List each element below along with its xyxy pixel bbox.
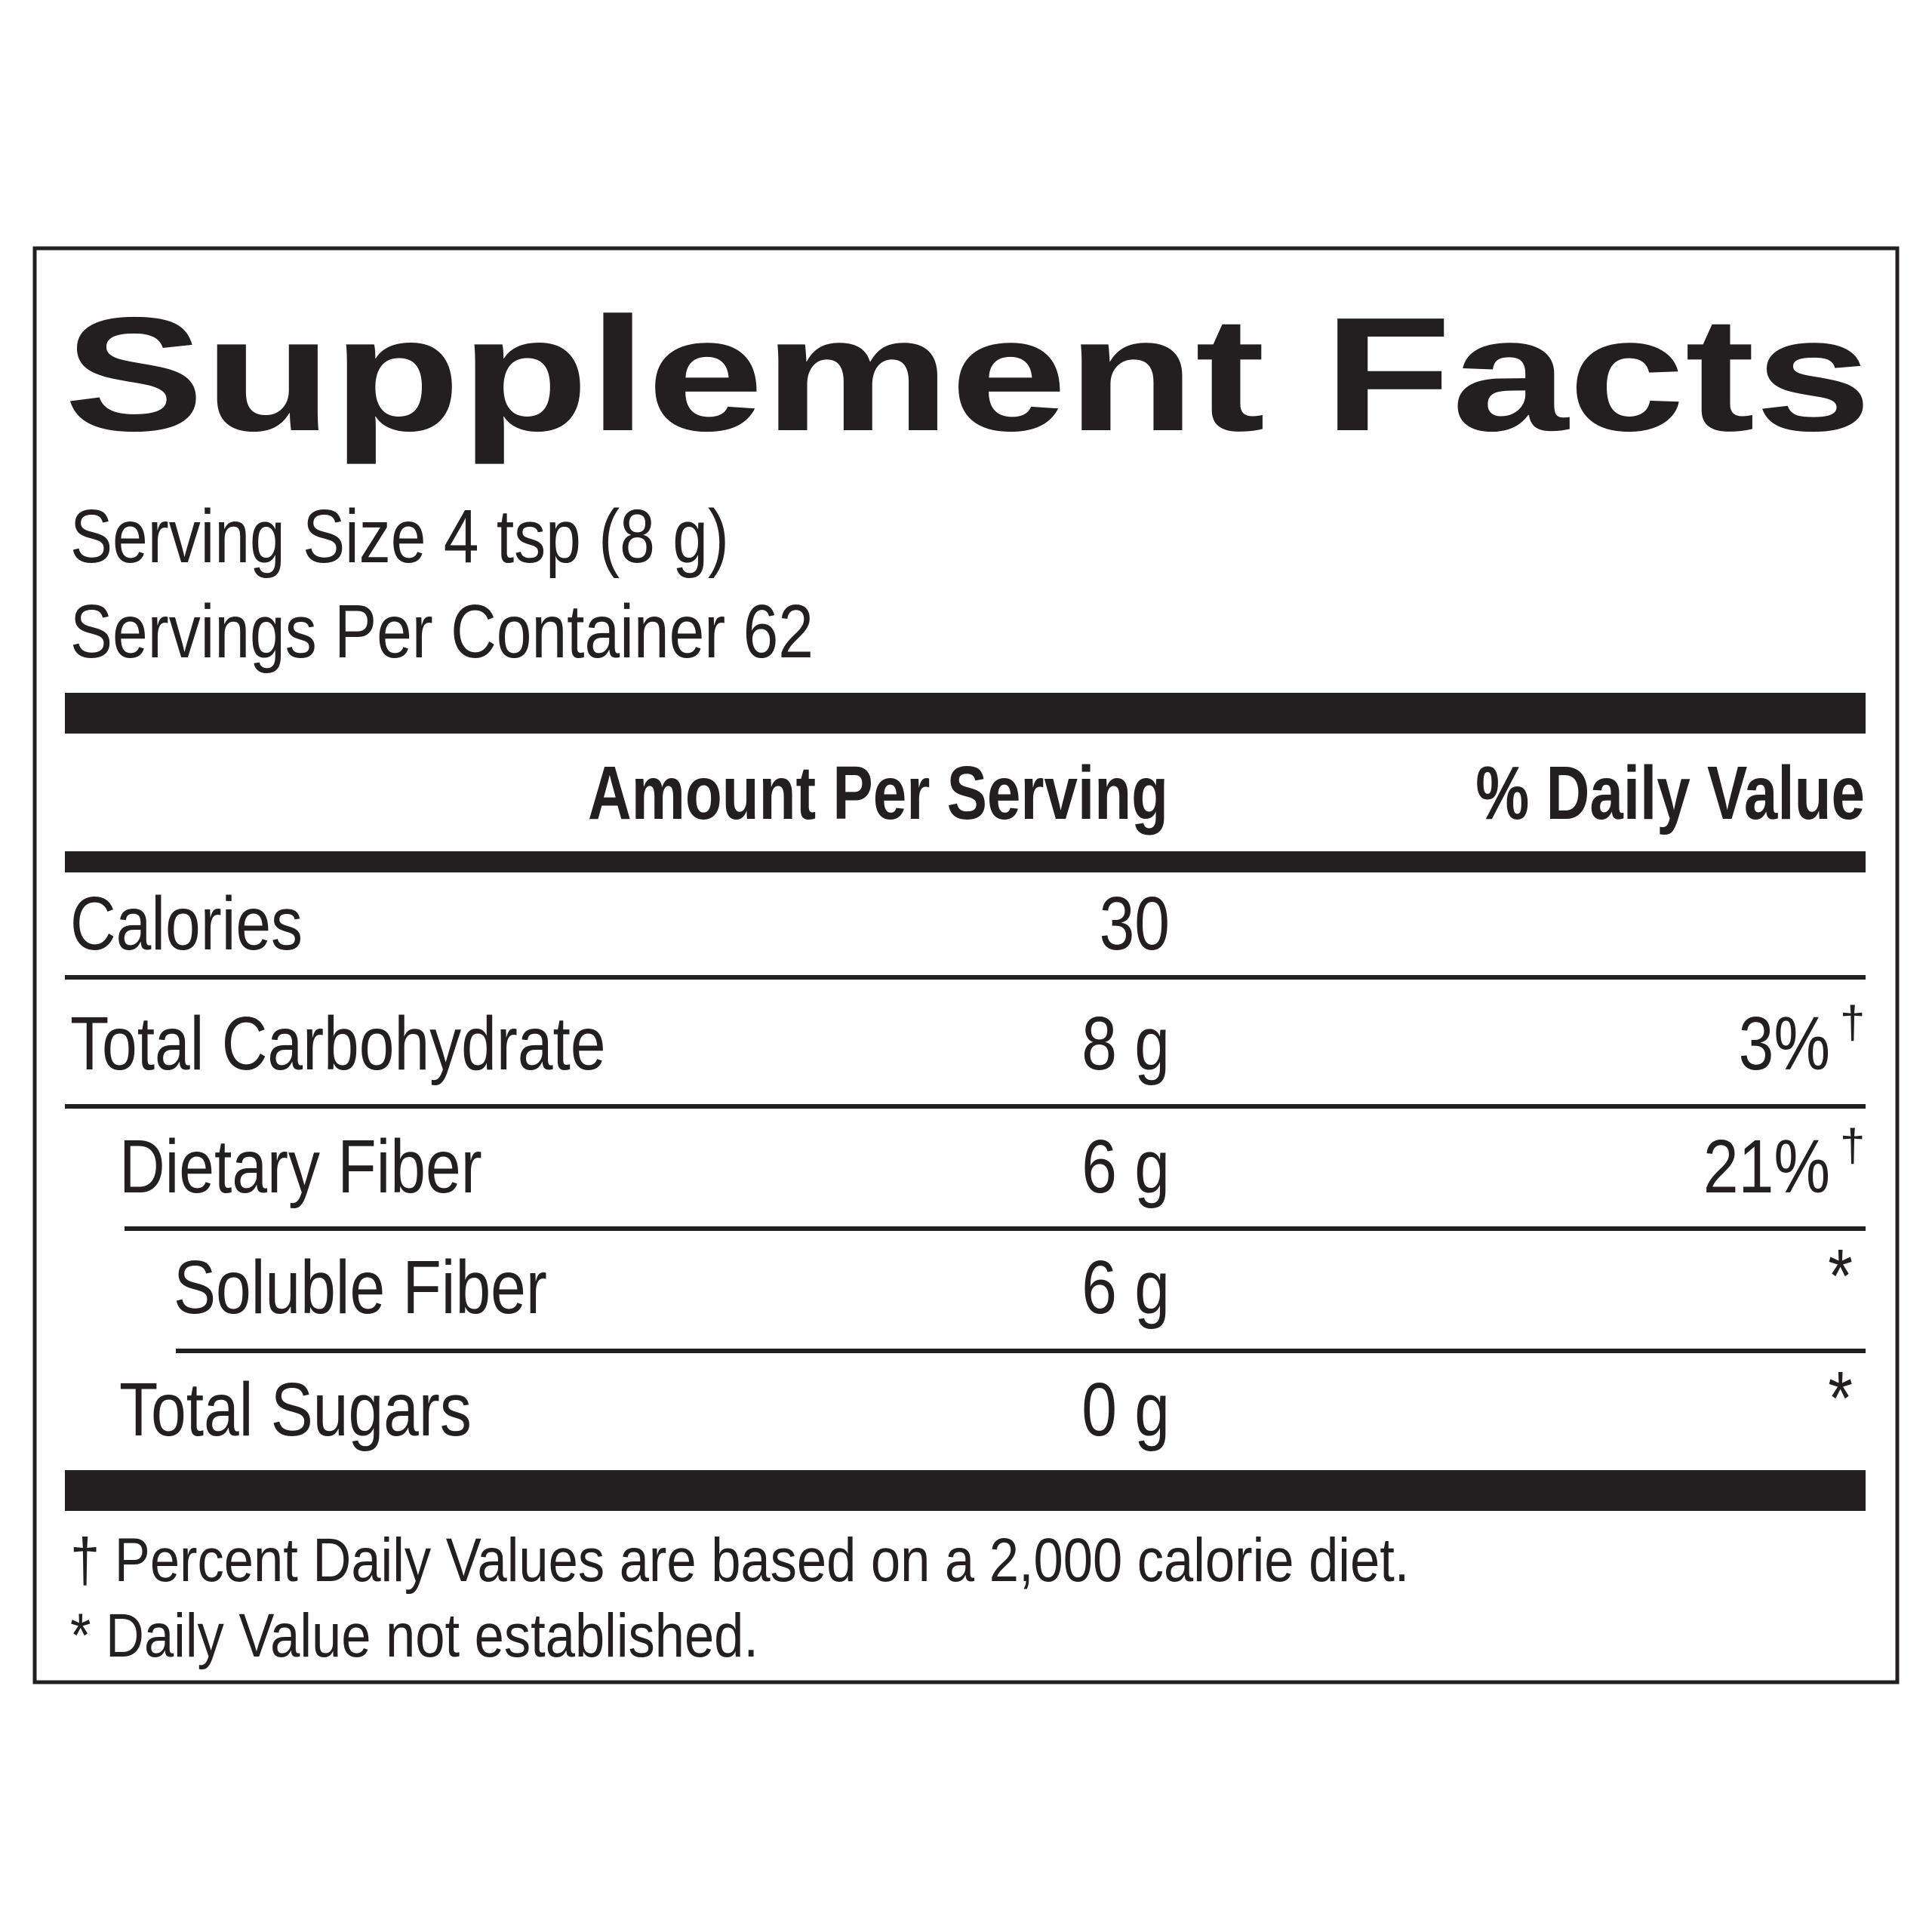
- nutrient-amount: 6 g: [1081, 1244, 1170, 1330]
- nutrient-name: Total Carbohydrate: [70, 1001, 606, 1086]
- nutrient-name: Total Sugars: [119, 1367, 472, 1452]
- daily-value: 3%: [1739, 1001, 1830, 1086]
- daily-value: *: [1828, 1233, 1853, 1318]
- thick-rule: [65, 693, 1866, 734]
- daily-value: 21%: [1703, 1124, 1830, 1209]
- footnote: † Percent Daily Values are based on a 2,…: [70, 1526, 1409, 1595]
- serving-size: Serving Size 4 tsp (8 g): [70, 494, 729, 579]
- nutrient-name: Soluble Fiber: [174, 1244, 547, 1330]
- nutrient-amount: 6 g: [1081, 1124, 1170, 1209]
- daily-value-mark: †: [1840, 1120, 1865, 1171]
- label-border: [32, 246, 1900, 1684]
- label-title: Supplement Facts: [64, 283, 1872, 465]
- column-header: Amount Per Serving: [588, 752, 1168, 836]
- thin-rule: [65, 975, 1866, 980]
- nutrient-rows: Calories 30 Total Carbohydrate 8 g 3% † Dietar…: [65, 881, 1866, 1452]
- nutrient-name: Calories: [70, 881, 303, 966]
- footnote: * Daily Value not established.: [70, 1601, 758, 1670]
- thin-rule: [125, 1226, 1866, 1231]
- nutrient-amount: 8 g: [1081, 1001, 1170, 1086]
- column-header: % Daily Value: [1475, 752, 1865, 836]
- servings-per-container: Servings Per Container 62: [70, 589, 814, 674]
- nutrient-amount: 30: [1100, 881, 1170, 966]
- daily-value: *: [1828, 1355, 1853, 1441]
- daily-value-mark: †: [1840, 997, 1865, 1048]
- thin-rule: [65, 1104, 1866, 1109]
- thin-rule: [176, 1349, 1866, 1353]
- nutrient-name: Dietary Fiber: [119, 1124, 482, 1209]
- nutrient-amount: 0 g: [1081, 1367, 1170, 1452]
- thick-rule: [65, 1470, 1866, 1511]
- medium-rule: [65, 851, 1866, 872]
